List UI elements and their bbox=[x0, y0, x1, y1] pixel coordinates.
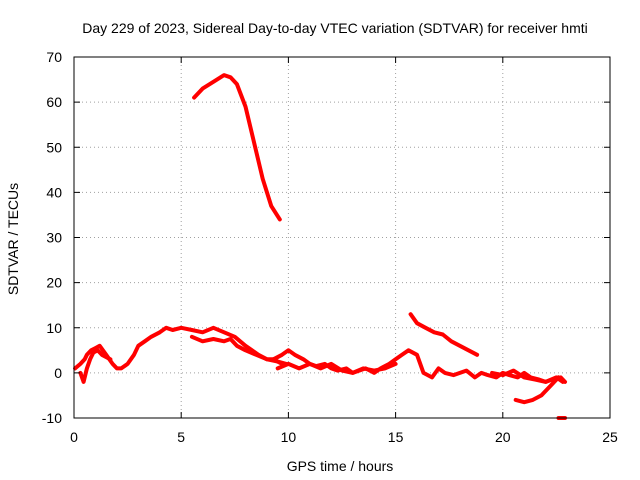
series-segment-9 bbox=[513, 375, 561, 405]
grid-lines bbox=[74, 57, 610, 418]
series-segment-4 bbox=[189, 334, 289, 366]
x-tick-label: 5 bbox=[177, 429, 185, 445]
series-segment-5 bbox=[271, 348, 567, 384]
axes: 0 5 10 15 20 25 -10 0 10 20 30 40 50 60 70 bbox=[42, 49, 618, 445]
x-tick-label: 25 bbox=[602, 429, 618, 445]
x-tick-label: 0 bbox=[70, 429, 78, 445]
y-tick-label: 10 bbox=[46, 320, 62, 336]
x-tick-label: 20 bbox=[495, 429, 511, 445]
chart-title: Day 229 of 2023, Sidereal Day-to-day VTE… bbox=[82, 20, 588, 36]
series-segment-1 bbox=[73, 325, 284, 371]
series-segment-8 bbox=[490, 368, 565, 384]
y-tick-label: 60 bbox=[46, 94, 62, 110]
y-tick-label: 40 bbox=[46, 184, 62, 200]
y-tick-label: 20 bbox=[46, 275, 62, 291]
y-tick-label: 30 bbox=[46, 230, 62, 246]
series-segment-3 bbox=[192, 73, 282, 222]
y-tick-label: 70 bbox=[46, 49, 62, 65]
series-segment-6 bbox=[275, 361, 398, 375]
x-axis-label: GPS time / hours bbox=[287, 458, 394, 474]
series-segment-2 bbox=[78, 348, 113, 384]
y-tick-label: 0 bbox=[54, 365, 62, 381]
x-tick-label: 15 bbox=[388, 429, 404, 445]
series-segment-7 bbox=[408, 312, 480, 357]
y-tick-label: -10 bbox=[42, 410, 62, 426]
x-tick-label: 10 bbox=[281, 429, 297, 445]
y-axis-label: SDTVAR / TECUs bbox=[5, 183, 21, 295]
y-tick-label: 50 bbox=[46, 139, 62, 155]
data-series bbox=[73, 73, 567, 420]
